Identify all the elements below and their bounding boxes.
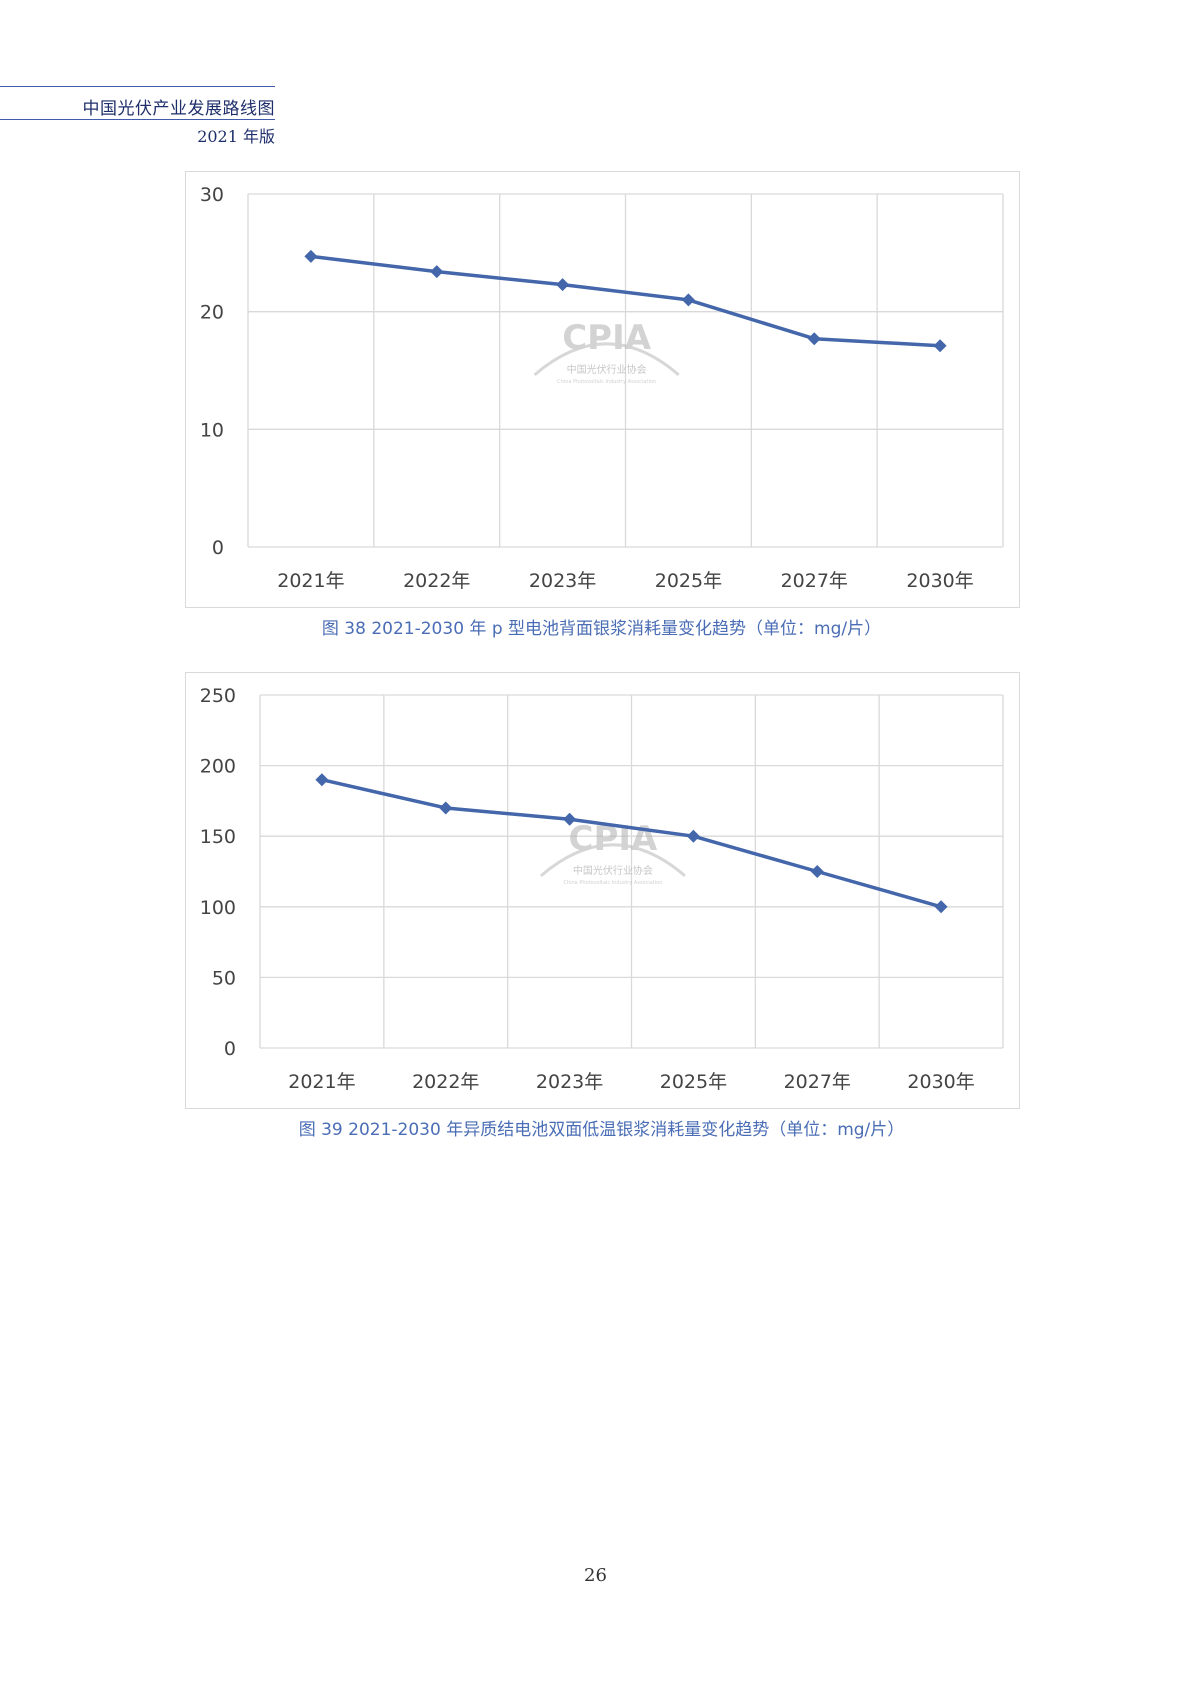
- y-tick-label: 20: [200, 302, 224, 324]
- watermark-org-text: 中国光伏行业协会: [567, 363, 647, 376]
- x-tick-label: 2025年: [655, 570, 722, 592]
- x-tick-label: 2021年: [277, 570, 344, 592]
- x-tick-label: 2021年: [288, 1071, 355, 1093]
- data-point-marker: [430, 265, 444, 279]
- data-point-marker: [315, 773, 329, 787]
- data-point-marker: [807, 332, 821, 346]
- header-rule-top: [0, 86, 275, 87]
- data-point-marker: [686, 829, 700, 843]
- watermark-cpia-text: CPIA: [562, 318, 652, 358]
- chart-38-caption: 图 38 2021-2030 年 p 型电池背面银浆消耗量变化趋势（单位：mg/…: [321, 619, 882, 639]
- data-point-marker: [934, 900, 948, 914]
- chart-39: 0 50 100 150 200 250 2021年 2022年 2023年 2025年 2027年…: [185, 672, 1020, 1109]
- data-point-marker: [556, 278, 570, 292]
- y-tick-label: 0: [224, 1038, 236, 1060]
- y-tick-label: 50: [212, 967, 236, 989]
- x-tick-label: 2022年: [412, 1071, 479, 1093]
- x-tick-label: 2023年: [536, 1071, 603, 1093]
- watermark-arc: [533, 342, 680, 376]
- x-tick-label: 2030年: [906, 570, 973, 592]
- chart-39-svg: 0 50 100 150 200 250 2021年 2022年 2023年 2025年 2027年…: [200, 685, 1004, 1093]
- data-point-marker: [304, 249, 318, 263]
- watermark-org-text: 中国光伏行业协会: [573, 864, 653, 877]
- y-tick-label: 150: [200, 826, 236, 848]
- page-header: 中国光伏产业发展路线图 2021 年版: [0, 86, 275, 146]
- y-tick-label: 250: [200, 685, 236, 707]
- series-line: [321, 778, 942, 909]
- y-tick-label: 200: [200, 756, 236, 778]
- report-title: 中国光伏产业发展路线图: [82, 99, 275, 119]
- data-point-marker: [933, 339, 947, 353]
- y-tick-label: 100: [200, 897, 236, 919]
- header-rule-middle: [0, 119, 275, 120]
- chart-39-caption: 图 39 2021-2030 年异质结电池双面低温银浆消耗量变化趋势（单位：mg…: [298, 1120, 905, 1140]
- series-line: [310, 254, 941, 348]
- y-tick-label: 10: [200, 419, 224, 441]
- x-tick-label: 2030年: [907, 1071, 974, 1093]
- chart-38: 0 10 20 30 2021年 2022年 2023年 2025年 2027年 2030年 CPI…: [185, 171, 1020, 608]
- report-edition: 2021 年版: [197, 127, 275, 146]
- chart-38-svg: 0 10 20 30 2021年 2022年 2023年 2025年 2027年 2030年 CPI…: [200, 184, 1004, 592]
- page-number: 26: [584, 1565, 607, 1586]
- watermark-org-en-text: China Photovoltaic Industry Association: [557, 379, 656, 385]
- watermark-logo: CPIA 中国光伏行业协会 China Photovoltaic Industry …: [533, 318, 680, 385]
- y-tick-label: 0: [212, 537, 224, 559]
- x-tick-label: 2023年: [529, 570, 596, 592]
- data-point-marker: [563, 812, 577, 826]
- x-tick-label: 2025年: [660, 1071, 727, 1093]
- watermark-arc: [539, 843, 686, 877]
- x-tick-label: 2027年: [781, 570, 848, 592]
- x-tick-label: 2027年: [784, 1071, 851, 1093]
- watermark-org-en-text: China Photovoltaic Industry Association: [563, 880, 662, 886]
- data-point-marker: [681, 293, 695, 307]
- x-tick-label: 2022年: [403, 570, 470, 592]
- data-point-marker: [810, 865, 824, 878]
- data-point-marker: [439, 801, 453, 815]
- y-tick-label: 30: [200, 184, 224, 206]
